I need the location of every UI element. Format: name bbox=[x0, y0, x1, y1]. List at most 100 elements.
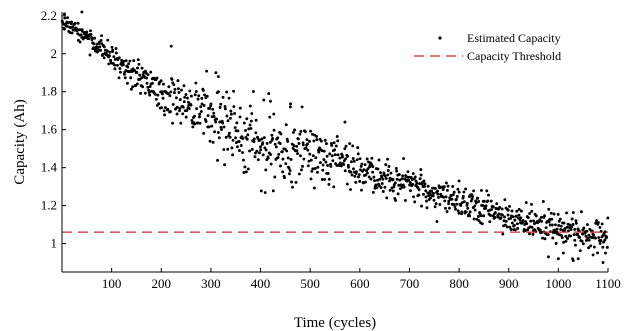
scatter-point bbox=[127, 62, 130, 65]
scatter-point bbox=[435, 220, 438, 223]
scatter-point bbox=[166, 108, 169, 111]
scatter-point bbox=[386, 173, 389, 176]
scatter-point bbox=[455, 203, 458, 206]
scatter-point bbox=[223, 126, 226, 129]
scatter-point bbox=[212, 141, 215, 144]
scatter-point bbox=[242, 159, 245, 162]
scatter-point bbox=[601, 246, 604, 249]
scatter-point bbox=[170, 45, 173, 48]
scatter-point bbox=[329, 165, 332, 168]
scatter-point bbox=[396, 178, 399, 181]
x-tick-label: 800 bbox=[449, 276, 469, 291]
x-tick-label: 500 bbox=[300, 276, 320, 291]
scatter-point bbox=[540, 216, 543, 219]
scatter-point bbox=[262, 153, 265, 156]
scatter-point bbox=[208, 107, 211, 110]
scatter-point bbox=[355, 170, 358, 173]
scatter-point bbox=[539, 229, 542, 232]
scatter-point bbox=[160, 106, 163, 109]
scatter-point bbox=[79, 41, 82, 44]
scatter-point bbox=[185, 116, 188, 119]
scatter-point bbox=[197, 98, 200, 101]
scatter-point bbox=[356, 158, 359, 161]
scatter-point bbox=[573, 228, 576, 231]
scatter-point bbox=[177, 87, 180, 90]
scatter-point bbox=[483, 200, 486, 203]
scatter-point bbox=[193, 115, 196, 118]
scatter-point bbox=[335, 145, 338, 148]
scatter-point bbox=[272, 113, 275, 116]
scatter-point bbox=[71, 31, 74, 34]
scatter-point bbox=[402, 157, 405, 160]
scatter-point bbox=[572, 211, 575, 214]
scatter-point bbox=[228, 97, 231, 100]
y-axis-label: Capacity (Ah) bbox=[12, 99, 28, 184]
scatter-point bbox=[555, 242, 558, 245]
scatter-point bbox=[308, 153, 311, 156]
scatter-point bbox=[264, 168, 267, 171]
scatter-point bbox=[261, 141, 264, 144]
scatter-point bbox=[253, 138, 256, 141]
scatter-point bbox=[572, 223, 575, 226]
scatter-point bbox=[202, 132, 205, 135]
scatter-point bbox=[442, 196, 445, 199]
scatter-point bbox=[90, 33, 93, 36]
scatter-point bbox=[176, 79, 179, 82]
scatter-point bbox=[186, 97, 189, 100]
scatter-point bbox=[477, 215, 480, 218]
scatter-point bbox=[592, 234, 595, 237]
scatter-point bbox=[324, 161, 327, 164]
scatter-point bbox=[241, 151, 244, 154]
scatter-point bbox=[387, 165, 390, 168]
scatter-point bbox=[492, 206, 495, 209]
scatter-point bbox=[229, 117, 232, 120]
scatter-point bbox=[547, 255, 550, 258]
scatter-point bbox=[411, 183, 414, 186]
scatter-point bbox=[205, 120, 208, 123]
scatter-point bbox=[183, 96, 186, 99]
scatter-point bbox=[196, 121, 199, 124]
scatter-point bbox=[99, 49, 102, 52]
scatter-point bbox=[207, 114, 210, 117]
scatter-point bbox=[129, 76, 132, 79]
scatter-point bbox=[141, 67, 144, 70]
scatter-point bbox=[213, 130, 216, 133]
scatter-point bbox=[418, 188, 421, 191]
scatter-point bbox=[347, 166, 350, 169]
scatter-point bbox=[285, 149, 288, 152]
scatter-point bbox=[427, 185, 430, 188]
x-tick-label: 400 bbox=[251, 276, 271, 291]
scatter-point bbox=[214, 121, 217, 124]
scatter-point bbox=[301, 105, 304, 108]
scatter-point bbox=[326, 155, 329, 158]
scatter-point bbox=[369, 178, 372, 181]
scatter-point bbox=[258, 151, 261, 154]
scatter-point bbox=[515, 210, 518, 213]
scatter-point bbox=[128, 60, 131, 63]
scatter-point bbox=[522, 219, 525, 222]
scatter-point bbox=[252, 90, 255, 93]
scatter-point bbox=[382, 190, 385, 193]
scatter-point bbox=[113, 67, 116, 70]
scatter-point bbox=[357, 152, 360, 155]
scatter-point bbox=[190, 95, 193, 98]
scatter-point bbox=[211, 108, 214, 111]
scatter-point bbox=[306, 149, 309, 152]
scatter-point bbox=[480, 214, 483, 217]
scatter-point bbox=[465, 210, 468, 213]
scatter-point bbox=[445, 181, 448, 184]
scatter-point bbox=[432, 192, 435, 195]
scatter-point bbox=[512, 215, 515, 218]
scatter-point bbox=[80, 11, 83, 14]
scatter-point bbox=[351, 144, 354, 147]
y-tick-label: 2.2 bbox=[41, 8, 57, 23]
scatter-point bbox=[389, 189, 392, 192]
scatter-point bbox=[422, 193, 425, 196]
y-tick-label: 1.8 bbox=[41, 84, 57, 99]
scatter-point bbox=[575, 222, 578, 225]
scatter-point bbox=[331, 159, 334, 162]
y-tick-label: 1 bbox=[51, 236, 58, 251]
scatter-point bbox=[596, 251, 599, 254]
scatter-point bbox=[373, 179, 376, 182]
scatter-point bbox=[443, 199, 446, 202]
